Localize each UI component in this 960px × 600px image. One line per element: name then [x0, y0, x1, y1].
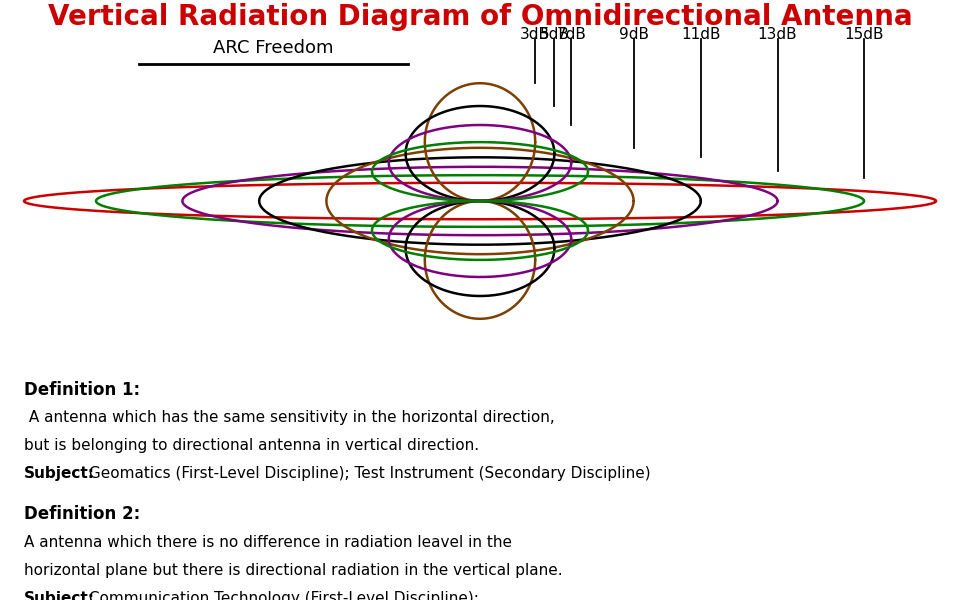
Text: Definition 1:: Definition 1:	[24, 381, 140, 399]
Text: ARC Freedom: ARC Freedom	[213, 39, 334, 57]
Text: Communication Technology (First-Level Discipline);: Communication Technology (First-Level Di…	[84, 590, 478, 600]
Text: A antenna which has the same sensitivity in the horizontal direction,: A antenna which has the same sensitivity…	[24, 410, 555, 425]
Text: horizontal plane but there is directional radiation in the vertical plane.: horizontal plane but there is directiona…	[24, 563, 563, 578]
Text: 3dB: 3dB	[520, 27, 550, 42]
Text: but is belonging to directional antenna in vertical direction.: but is belonging to directional antenna …	[24, 438, 479, 453]
Text: 9dB: 9dB	[618, 27, 649, 42]
Text: Geomatics (First-Level Discipline); Test Instrument (Secondary Discipline): Geomatics (First-Level Discipline); Test…	[84, 466, 650, 481]
Text: A antenna which there is no difference in radiation leavel in the: A antenna which there is no difference i…	[24, 535, 512, 550]
Text: Definition 2:: Definition 2:	[24, 505, 140, 523]
Text: Subject:: Subject:	[24, 590, 95, 600]
Text: Vertical Radiation Diagram of Omnidirectional Antenna: Vertical Radiation Diagram of Omnidirect…	[48, 3, 912, 31]
Text: 13dB: 13dB	[757, 27, 798, 42]
Text: 11dB: 11dB	[681, 27, 721, 42]
Text: 15dB: 15dB	[844, 27, 884, 42]
Text: 7dB: 7dB	[556, 27, 587, 42]
Text: 5dB: 5dB	[540, 27, 569, 42]
Text: Subject:: Subject:	[24, 466, 95, 481]
